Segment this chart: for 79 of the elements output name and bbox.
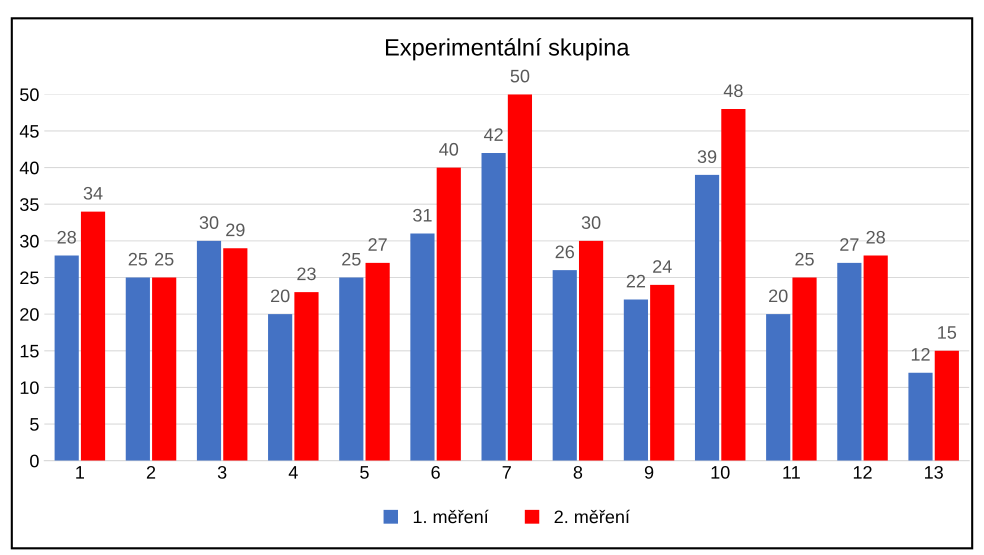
- data-label: 31: [413, 208, 432, 222]
- data-label: 40: [439, 142, 458, 156]
- bar: [436, 168, 461, 461]
- data-label: 22: [626, 274, 646, 288]
- bar: [837, 262, 862, 461]
- data-label: 48: [724, 84, 743, 98]
- data-label: 30: [200, 216, 218, 229]
- bar: [766, 314, 790, 461]
- data-label: 25: [155, 252, 174, 266]
- bar: [294, 292, 319, 461]
- y-tick-label: 20: [20, 308, 39, 321]
- data-label: 28: [866, 230, 885, 244]
- x-tick-label: 11: [783, 466, 800, 479]
- data-label: 42: [484, 128, 503, 141]
- x-tick-label: 9: [644, 466, 654, 479]
- bar: [908, 372, 933, 461]
- x-tick-label: 4: [288, 466, 298, 479]
- bar: [80, 212, 106, 461]
- x-tick-label: 10: [712, 466, 730, 479]
- data-label: 30: [582, 216, 600, 229]
- bar: [578, 240, 604, 461]
- data-label: 25: [342, 252, 361, 266]
- bar: [552, 270, 577, 461]
- bar: [482, 152, 506, 461]
- data-label: 20: [769, 289, 788, 302]
- y-tick-label: 25: [20, 271, 39, 284]
- y-tick-label: 35: [20, 198, 39, 211]
- y-tick-label: 30: [20, 234, 39, 248]
- bar: [792, 278, 817, 461]
- y-tick-label: 5: [30, 418, 39, 431]
- chart-title: Experimentální skupina: [386, 38, 630, 60]
- bar: [196, 240, 222, 461]
- x-tick-label: 3: [218, 466, 226, 479]
- y-tick-label: 40: [20, 162, 39, 174]
- bar: [366, 262, 390, 461]
- bar: [624, 299, 648, 461]
- data-label: 26: [556, 245, 574, 258]
- data-label: 25: [795, 252, 814, 266]
- data-label: 27: [840, 238, 858, 251]
- data-label: 24: [653, 260, 672, 273]
- bar: [650, 284, 674, 461]
- data-label: 39: [698, 150, 716, 164]
- data-label: 29: [226, 224, 245, 236]
- x-tick-label: 8: [574, 466, 582, 479]
- bar: [864, 256, 888, 461]
- bar: [694, 174, 720, 461]
- bar: [508, 94, 532, 461]
- data-label: 50: [510, 70, 530, 82]
- data-label: 20: [271, 289, 290, 302]
- x-tick-label: 7: [502, 466, 511, 479]
- data-label: 15: [938, 326, 956, 339]
- y-tick-label: 10: [20, 381, 39, 394]
- data-label: 23: [297, 267, 316, 280]
- bar: [54, 256, 79, 461]
- bar: [410, 234, 435, 461]
- x-tick-label: 12: [854, 466, 872, 479]
- bar: [934, 350, 959, 461]
- data-label: 12: [912, 348, 930, 361]
- x-tick-label: 2: [146, 466, 156, 479]
- bar: [223, 248, 248, 461]
- y-tick-label: 50: [20, 88, 39, 102]
- bar: [152, 278, 176, 461]
- bar: [268, 314, 292, 461]
- bar: [126, 278, 150, 461]
- legend-label: 1. měření: [414, 510, 489, 524]
- data-label: 27: [368, 238, 387, 251]
- data-label: 28: [58, 230, 76, 244]
- x-tick-label: 5: [360, 466, 369, 479]
- legend-label: 2. měření: [554, 510, 630, 524]
- data-label: 34: [84, 186, 103, 200]
- x-tick-label: 1: [76, 466, 84, 479]
- bar: [721, 109, 746, 461]
- data-label: 25: [128, 252, 148, 266]
- x-tick-label: 13: [925, 466, 943, 479]
- y-tick-label: 15: [20, 344, 39, 358]
- y-tick-label: 45: [20, 125, 39, 138]
- bar: [339, 278, 364, 461]
- y-tick-label: 0: [30, 454, 39, 468]
- x-tick-label: 6: [432, 466, 440, 479]
